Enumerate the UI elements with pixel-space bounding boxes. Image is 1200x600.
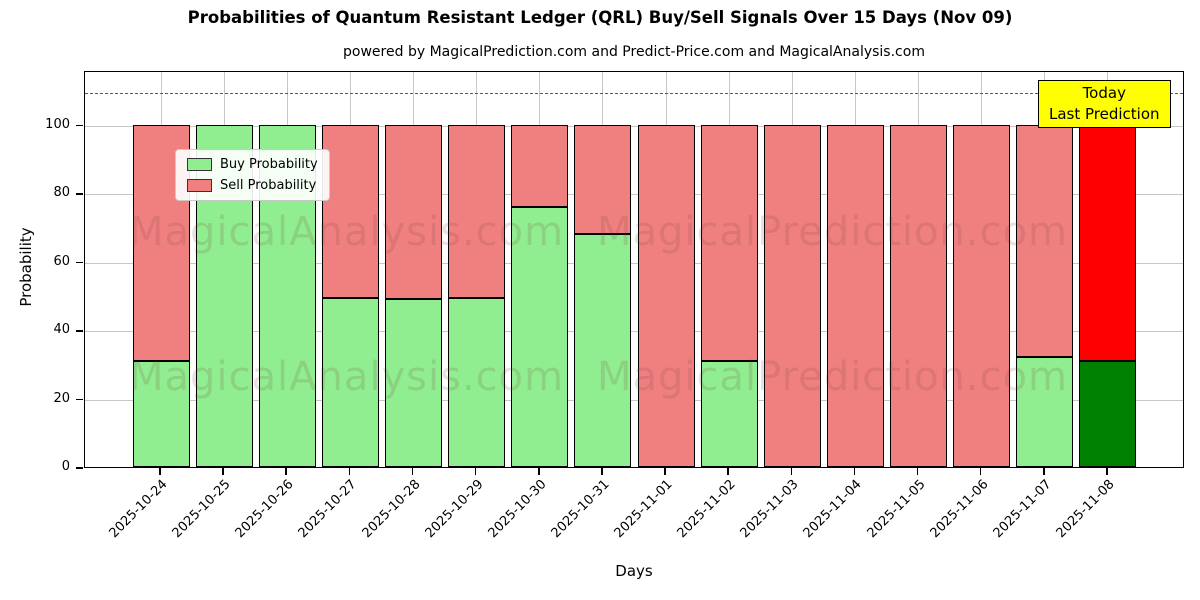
x-tick-label: 2025-11-03 xyxy=(737,477,802,542)
bar-sell-segment xyxy=(511,124,569,207)
x-tick-label: 2025-11-07 xyxy=(990,477,1055,542)
chart-subtitle: powered by MagicalPrediction.com and Pre… xyxy=(343,44,925,60)
x-tick-mark xyxy=(790,468,793,475)
x-tick-label: 2025-11-02 xyxy=(674,477,739,542)
x-tick-mark xyxy=(1106,468,1108,475)
gridline-h xyxy=(85,194,1183,196)
x-tick-mark xyxy=(159,468,161,475)
threshold-dashed-line xyxy=(85,92,1183,94)
bar-sell-segment xyxy=(890,124,948,467)
bar-buy-segment xyxy=(132,360,190,467)
gridline-h xyxy=(85,331,1183,333)
bar-buy-segment xyxy=(700,360,758,467)
gridline-h xyxy=(85,262,1183,264)
y-tick-label: 80 xyxy=(53,185,70,201)
x-tick-mark xyxy=(727,468,729,475)
legend-item-sell: Sell Probability xyxy=(187,178,318,193)
bar-buy-segment xyxy=(1016,357,1074,467)
x-tick-label: 2025-11-08 xyxy=(1053,477,1118,542)
x-tick-mark xyxy=(664,468,666,475)
x-tick-label: 2025-11-04 xyxy=(800,477,866,542)
bar-sell-segment xyxy=(700,124,758,361)
x-tick-mark xyxy=(853,468,856,475)
x-tick-mark xyxy=(411,468,414,475)
bar-sell-segment xyxy=(763,124,821,467)
bar-sell-segment xyxy=(448,124,506,298)
y-tick-mark xyxy=(76,261,83,264)
legend-item-buy: Buy Probability xyxy=(187,157,318,172)
buy-swatch-icon xyxy=(187,158,212,171)
y-tick-label: 20 xyxy=(53,390,70,406)
today-annotation: Today Last Prediction xyxy=(1038,80,1171,128)
watermark-layer: MagicalAnalysis.com MagicalPrediction.com… xyxy=(85,72,1183,467)
x-tick-mark xyxy=(537,468,540,475)
x-tick-label: 2025-10-26 xyxy=(232,477,297,542)
bar-sell-segment xyxy=(637,124,695,467)
plot-area: MagicalAnalysis.com MagicalPrediction.com… xyxy=(84,71,1184,468)
gridline-h xyxy=(85,125,1183,127)
x-tick-mark xyxy=(474,468,477,475)
x-tick-mark xyxy=(285,468,288,475)
x-tick-mark xyxy=(601,468,603,475)
x-tick-label: 2025-11-05 xyxy=(864,477,929,542)
x-tick-label: 2025-10-25 xyxy=(169,477,234,542)
y-tick-label: 100 xyxy=(45,116,70,132)
bar-buy-segment xyxy=(385,299,443,467)
bar-sell-segment xyxy=(1079,124,1137,361)
x-tick-label: 2025-10-27 xyxy=(295,477,360,542)
bar-sell-segment xyxy=(826,124,884,467)
watermark-text: MagicalAnalysis.com xyxy=(129,354,565,400)
x-tick-label: 2025-11-06 xyxy=(927,477,992,542)
sell-swatch-icon xyxy=(187,179,212,192)
today-annotation-line1: Today xyxy=(1082,84,1126,102)
today-annotation-line2: Last Prediction xyxy=(1049,105,1160,123)
watermark-text: MagicalPrediction.com xyxy=(597,354,1068,400)
bar-sell-segment xyxy=(321,124,379,298)
y-tick-label: 40 xyxy=(53,322,70,338)
watermark-text: MagicalAnalysis.com xyxy=(129,209,565,255)
y-tick-mark xyxy=(76,398,83,401)
x-axis-label: Days xyxy=(615,562,653,580)
bar-buy-segment xyxy=(321,297,379,467)
x-tick-label: 2025-10-29 xyxy=(422,477,487,542)
bar-buy-segment xyxy=(448,297,506,467)
x-tick-label: 2025-10-28 xyxy=(359,477,424,542)
legend: Buy Probability Sell Probability xyxy=(175,149,330,201)
bar-sell-segment xyxy=(385,124,443,300)
chart-title: Probabilities of Quantum Resistant Ledge… xyxy=(187,8,1013,27)
x-tick-label: 2025-10-30 xyxy=(485,477,550,542)
bar-buy-segment xyxy=(1079,360,1137,467)
x-tick-mark xyxy=(979,468,982,475)
bar-buy-segment xyxy=(511,206,569,467)
x-tick-label: 2025-10-31 xyxy=(548,477,613,542)
bar-sell-segment xyxy=(953,124,1011,467)
legend-label-sell: Sell Probability xyxy=(220,178,317,193)
x-tick-mark xyxy=(222,468,224,475)
y-tick-mark xyxy=(76,467,83,469)
bar-sell-segment xyxy=(574,124,632,235)
x-tick-label: 2025-11-01 xyxy=(611,477,676,542)
watermark-text: MagicalPrediction.com xyxy=(597,209,1068,255)
y-tick-label: 60 xyxy=(53,253,70,269)
x-tick-label: 2025-10-24 xyxy=(106,477,171,542)
y-tick-mark xyxy=(76,124,83,127)
x-tick-mark xyxy=(1043,468,1045,475)
bar-layer xyxy=(85,72,1183,467)
bar-sell-segment xyxy=(1016,124,1074,358)
legend-label-buy: Buy Probability xyxy=(220,157,318,172)
x-tick-mark xyxy=(916,468,919,475)
y-tick-mark xyxy=(76,330,83,332)
y-tick-label: 0 xyxy=(61,459,70,474)
bar-buy-segment xyxy=(574,234,632,467)
x-tick-mark xyxy=(348,468,351,475)
gridline-h xyxy=(85,399,1183,401)
y-tick-mark xyxy=(76,193,83,195)
